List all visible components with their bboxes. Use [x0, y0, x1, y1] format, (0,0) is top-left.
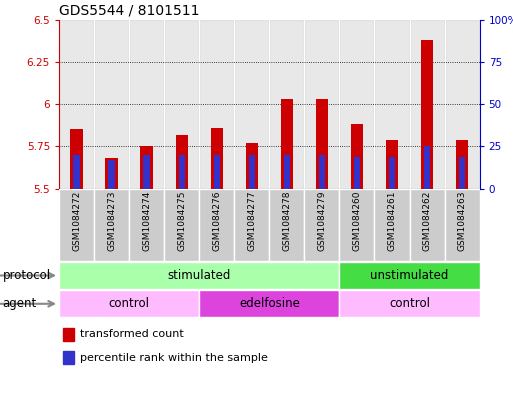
Bar — [304, 20, 340, 189]
Bar — [199, 20, 234, 189]
Text: protocol: protocol — [3, 269, 51, 282]
Text: transformed count: transformed count — [80, 329, 184, 339]
Text: edelfosine: edelfosine — [239, 297, 300, 310]
FancyBboxPatch shape — [59, 189, 94, 261]
Bar — [354, 156, 360, 189]
FancyBboxPatch shape — [304, 189, 340, 261]
Bar — [164, 20, 199, 189]
Bar — [386, 140, 398, 189]
Text: GSM1084279: GSM1084279 — [318, 191, 326, 251]
Bar — [445, 20, 480, 189]
FancyBboxPatch shape — [59, 262, 340, 289]
Text: agent: agent — [3, 297, 37, 310]
Text: GDS5544 / 8101511: GDS5544 / 8101511 — [59, 3, 200, 17]
Text: percentile rank within the sample: percentile rank within the sample — [80, 353, 268, 363]
Text: GSM1084277: GSM1084277 — [247, 191, 256, 251]
Bar — [456, 140, 468, 189]
Bar — [459, 156, 465, 189]
Bar — [281, 99, 293, 189]
FancyBboxPatch shape — [94, 189, 129, 261]
Bar — [213, 155, 220, 189]
Bar — [284, 155, 290, 189]
Text: GSM1084276: GSM1084276 — [212, 191, 221, 251]
Bar — [249, 155, 255, 189]
Text: GSM1084260: GSM1084260 — [352, 191, 362, 251]
FancyBboxPatch shape — [409, 189, 445, 261]
Bar — [316, 99, 328, 189]
FancyBboxPatch shape — [164, 189, 199, 261]
Bar — [340, 20, 374, 189]
Bar — [211, 128, 223, 189]
Bar — [63, 351, 74, 364]
Bar — [424, 146, 430, 189]
Text: GSM1084272: GSM1084272 — [72, 191, 81, 251]
FancyBboxPatch shape — [199, 189, 234, 261]
Bar — [179, 155, 185, 189]
Bar — [319, 155, 325, 189]
Text: GSM1084261: GSM1084261 — [387, 191, 397, 251]
FancyBboxPatch shape — [340, 189, 374, 261]
FancyBboxPatch shape — [234, 189, 269, 261]
Text: GSM1084278: GSM1084278 — [282, 191, 291, 251]
Bar — [73, 155, 80, 189]
Bar — [421, 40, 433, 189]
Text: unstimulated: unstimulated — [370, 269, 449, 282]
Text: GSM1084273: GSM1084273 — [107, 191, 116, 251]
FancyBboxPatch shape — [199, 290, 340, 318]
Bar — [246, 143, 258, 189]
Bar — [389, 156, 395, 189]
Bar — [234, 20, 269, 189]
FancyBboxPatch shape — [129, 189, 164, 261]
FancyBboxPatch shape — [59, 290, 199, 318]
FancyBboxPatch shape — [269, 189, 304, 261]
FancyBboxPatch shape — [340, 262, 480, 289]
Text: control: control — [389, 297, 430, 310]
Bar — [374, 20, 409, 189]
FancyBboxPatch shape — [340, 290, 480, 318]
Bar — [141, 146, 153, 189]
FancyBboxPatch shape — [445, 189, 480, 261]
Bar — [351, 125, 363, 189]
Bar — [94, 20, 129, 189]
Bar — [409, 20, 445, 189]
Text: GSM1084262: GSM1084262 — [423, 191, 431, 251]
Bar — [70, 130, 83, 189]
Bar — [106, 158, 117, 189]
Text: GSM1084263: GSM1084263 — [458, 191, 467, 251]
Text: control: control — [109, 297, 150, 310]
Text: GSM1084274: GSM1084274 — [142, 191, 151, 251]
Bar — [129, 20, 164, 189]
Bar — [144, 155, 150, 189]
Bar — [175, 134, 188, 189]
Bar — [59, 20, 94, 189]
Bar — [269, 20, 304, 189]
Text: GSM1084275: GSM1084275 — [177, 191, 186, 251]
Bar — [108, 160, 115, 189]
Text: stimulated: stimulated — [168, 269, 231, 282]
FancyBboxPatch shape — [374, 189, 409, 261]
Bar — [63, 327, 74, 341]
